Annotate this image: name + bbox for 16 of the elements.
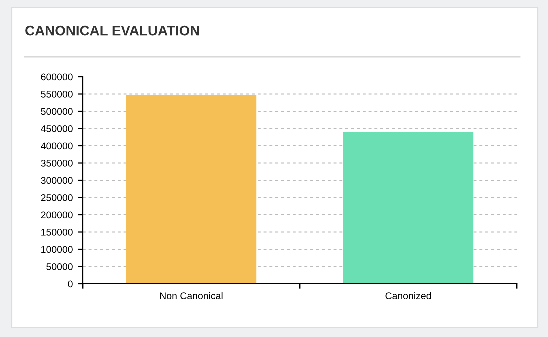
x-tick-label: Canonized bbox=[386, 292, 432, 300]
y-tick-label: 400000 bbox=[41, 142, 73, 150]
y-tick-label: 0 bbox=[68, 280, 73, 288]
y-tick-label: 350000 bbox=[41, 160, 73, 167]
chart-title: CANONICAL EVALUATION bbox=[26, 26, 200, 36]
y-tick-label: 100000 bbox=[42, 246, 73, 254]
y-tick-label: 600000 bbox=[41, 74, 73, 81]
y-tick-label: 150000 bbox=[42, 228, 73, 236]
y-tick-label: 500000 bbox=[41, 108, 73, 116]
y-tick-label: 200000 bbox=[41, 212, 73, 219]
x-tick-label: Non Canonical bbox=[160, 292, 223, 300]
y-tick-label: 450000 bbox=[41, 125, 73, 132]
y-tick-label: 300000 bbox=[41, 177, 73, 184]
y-tick-label: 250000 bbox=[41, 194, 73, 202]
y-tick-label: 550000 bbox=[41, 90, 73, 98]
y-tick-label: 50000 bbox=[46, 263, 73, 270]
